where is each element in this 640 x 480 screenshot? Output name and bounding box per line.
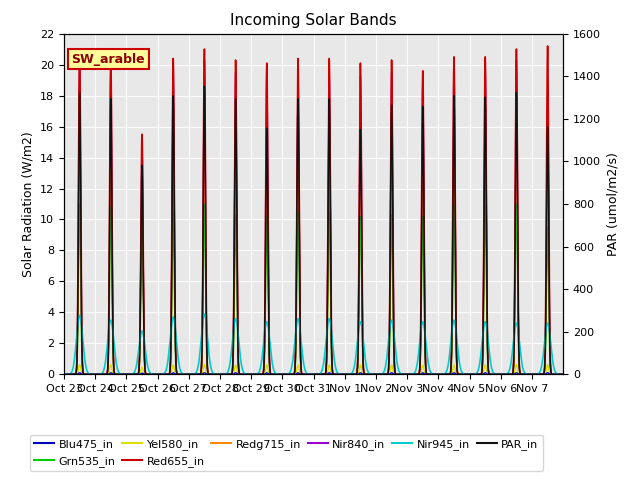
Nir945_in <box>85 371 93 377</box>
Yel580_in <box>544 361 552 367</box>
PAR_in <box>430 372 438 377</box>
Nir840_in <box>241 372 248 377</box>
Blu475_in <box>356 371 364 376</box>
PAR_in <box>85 372 93 377</box>
Red655_in <box>85 372 93 377</box>
Red655_in <box>378 372 385 377</box>
Nir840_in <box>60 372 68 377</box>
Yel580_in <box>378 372 385 377</box>
Nir945_in <box>378 372 385 377</box>
Yel580_in <box>356 365 364 371</box>
Line: PAR_in: PAR_in <box>64 86 563 374</box>
Nir945_in <box>559 372 567 377</box>
Grn535_in <box>559 372 567 377</box>
Nir945_in <box>356 321 364 327</box>
Line: Nir945_in: Nir945_in <box>64 314 563 374</box>
Grn535_in <box>356 264 364 270</box>
Red655_in <box>60 372 68 377</box>
PAR_in <box>200 84 208 89</box>
Line: Redg715_in: Redg715_in <box>64 157 563 374</box>
Yel580_in <box>241 372 248 377</box>
Yel580_in <box>457 372 465 377</box>
PAR_in <box>60 372 68 377</box>
Nir945_in <box>200 311 208 317</box>
Nir840_in <box>457 372 465 377</box>
Blu475_in <box>60 372 68 377</box>
Grn535_in <box>430 372 438 377</box>
Redg715_in <box>85 372 93 377</box>
Redg715_in <box>378 372 385 377</box>
Blu475_in <box>457 372 465 377</box>
Nir945_in <box>430 372 438 377</box>
Grn535_in <box>85 372 93 377</box>
Line: Grn535_in: Grn535_in <box>64 204 563 374</box>
Red655_in <box>356 171 364 177</box>
Nir840_in <box>430 372 438 377</box>
Blu475_in <box>559 372 567 377</box>
PAR_in <box>457 372 465 377</box>
Nir840_in <box>513 57 520 63</box>
Redg715_in <box>60 372 68 377</box>
PAR_in <box>241 372 248 377</box>
Blu475_in <box>430 372 438 377</box>
Redg715_in <box>457 372 465 377</box>
Grn535_in <box>457 372 465 377</box>
PAR_in <box>356 205 364 211</box>
Title: Incoming Solar Bands: Incoming Solar Bands <box>230 13 397 28</box>
Grn535_in <box>60 372 68 377</box>
Line: Red655_in: Red655_in <box>64 46 563 374</box>
Yel580_in <box>430 372 438 377</box>
Red655_in <box>430 372 438 377</box>
Red655_in <box>457 372 465 377</box>
Redg715_in <box>76 155 83 160</box>
Nir945_in <box>457 366 465 372</box>
Line: Blu475_in: Blu475_in <box>64 373 563 374</box>
Redg715_in <box>430 372 438 377</box>
Legend: Blu475_in, Grn535_in, Yel580_in, Red655_in, Redg715_in, Nir840_in, Nir945_in, PA: Blu475_in, Grn535_in, Yel580_in, Red655_… <box>29 435 543 471</box>
PAR_in <box>559 372 567 377</box>
Yel580_in <box>60 372 68 377</box>
Grn535_in <box>378 372 385 377</box>
Redg715_in <box>241 372 248 377</box>
Yel580_in <box>559 372 567 377</box>
Blu475_in <box>544 370 552 376</box>
Nir840_in <box>378 372 385 377</box>
Grn535_in <box>76 201 83 207</box>
Grn535_in <box>241 372 248 377</box>
Blu475_in <box>241 372 248 377</box>
Y-axis label: PAR (umol/m2/s): PAR (umol/m2/s) <box>607 152 620 256</box>
Nir840_in <box>85 372 93 377</box>
Blu475_in <box>378 372 385 377</box>
Red655_in <box>241 372 248 377</box>
Y-axis label: Solar Radiation (W/m2): Solar Radiation (W/m2) <box>22 131 35 277</box>
Text: SW_arable: SW_arable <box>72 53 145 66</box>
Nir945_in <box>241 371 248 376</box>
Nir840_in <box>356 179 364 185</box>
Red655_in <box>559 372 567 377</box>
Red655_in <box>544 43 552 49</box>
Redg715_in <box>356 233 364 239</box>
Nir945_in <box>60 372 68 377</box>
Line: Yel580_in: Yel580_in <box>64 364 563 374</box>
Redg715_in <box>559 372 567 377</box>
Blu475_in <box>85 372 93 377</box>
Yel580_in <box>85 372 93 377</box>
Nir840_in <box>559 372 567 377</box>
PAR_in <box>378 372 385 377</box>
Line: Nir840_in: Nir840_in <box>64 60 563 374</box>
